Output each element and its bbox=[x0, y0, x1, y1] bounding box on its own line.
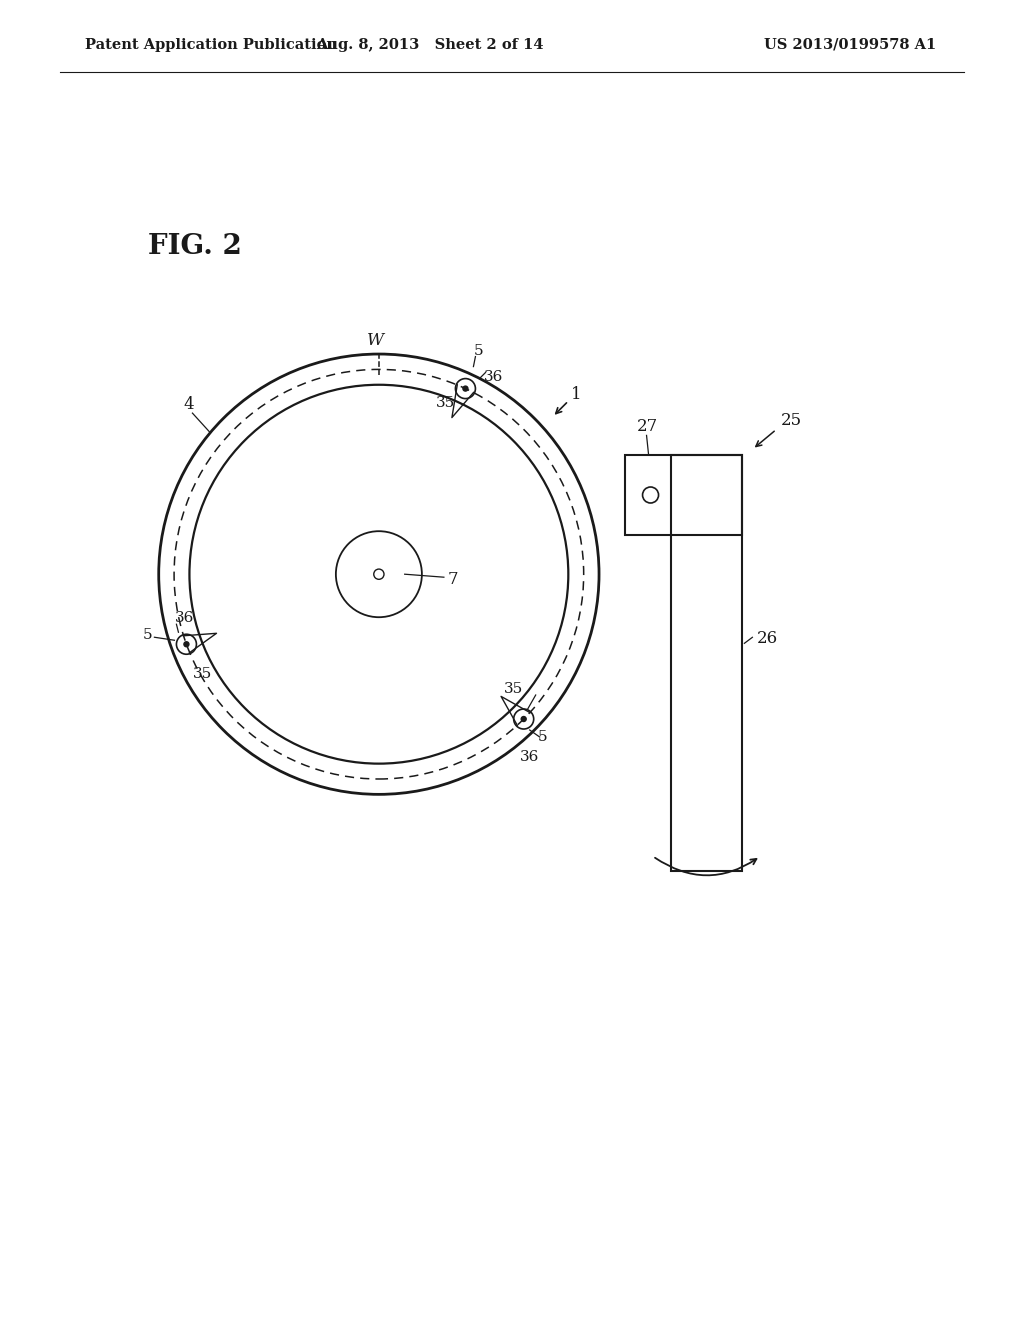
Circle shape bbox=[184, 642, 189, 647]
Text: 35: 35 bbox=[193, 667, 212, 681]
Text: FIG. 2: FIG. 2 bbox=[148, 234, 242, 260]
Text: 36: 36 bbox=[483, 370, 503, 384]
Text: 5: 5 bbox=[538, 730, 547, 744]
Circle shape bbox=[463, 385, 468, 391]
Text: 36: 36 bbox=[520, 750, 539, 764]
Text: 25: 25 bbox=[780, 412, 802, 429]
Text: US 2013/0199578 A1: US 2013/0199578 A1 bbox=[764, 38, 936, 51]
Text: 27: 27 bbox=[637, 418, 657, 436]
Text: 26: 26 bbox=[757, 630, 777, 647]
Text: Patent Application Publication: Patent Application Publication bbox=[85, 38, 337, 51]
Text: 35: 35 bbox=[504, 682, 523, 696]
Text: Aug. 8, 2013   Sheet 2 of 14: Aug. 8, 2013 Sheet 2 of 14 bbox=[316, 38, 544, 51]
Text: 7: 7 bbox=[447, 570, 459, 587]
Text: 5: 5 bbox=[473, 343, 483, 358]
Text: 35: 35 bbox=[435, 396, 455, 409]
Text: W: W bbox=[367, 333, 384, 350]
Text: 1: 1 bbox=[570, 385, 581, 403]
Text: 4: 4 bbox=[183, 396, 194, 413]
Text: 36: 36 bbox=[174, 611, 194, 626]
Bar bbox=[625, 455, 742, 535]
Text: 5: 5 bbox=[142, 628, 152, 643]
Circle shape bbox=[521, 717, 526, 722]
Bar bbox=[671, 455, 742, 871]
